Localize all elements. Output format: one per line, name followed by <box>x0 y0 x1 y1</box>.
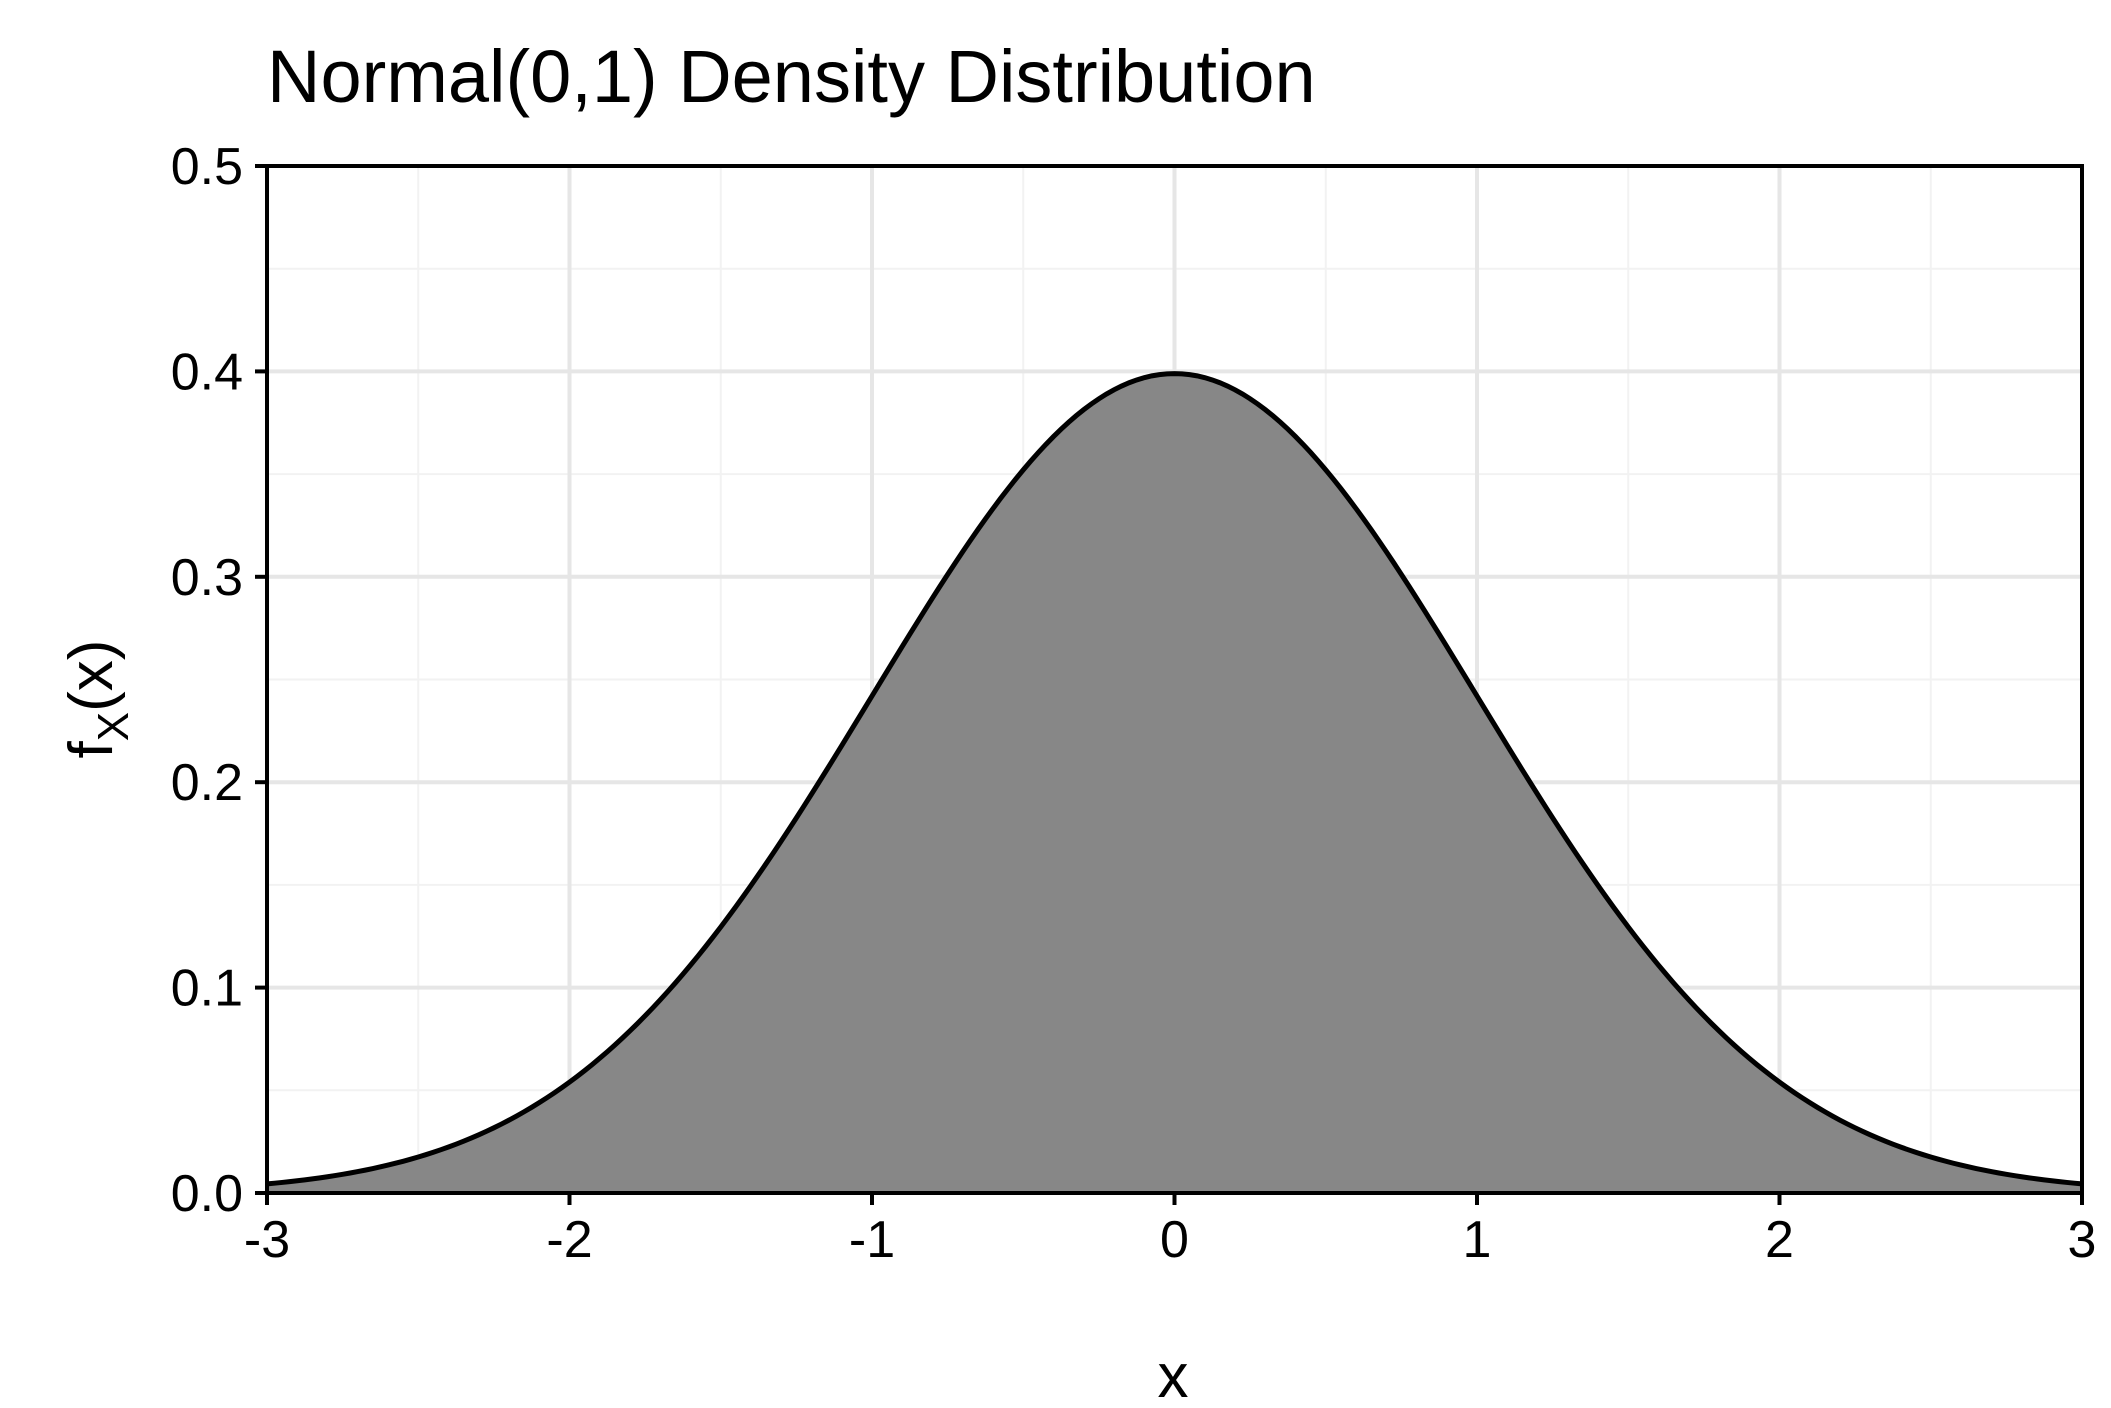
chart-title: Normal(0,1) Density Distribution <box>267 35 1316 118</box>
svg-text:fX(x): fX(x) <box>57 640 138 759</box>
y-tick-label: 0.5 <box>171 138 243 196</box>
density-curve <box>266 371 2083 1187</box>
y-tick-label: 0.2 <box>171 754 243 812</box>
x-tick-label: 3 <box>2068 1211 2097 1269</box>
y-tick-label: 0.4 <box>171 343 243 401</box>
x-tick-label: -2 <box>546 1211 592 1269</box>
y-axis-title-main: f <box>57 740 126 758</box>
y-tick-label: 0.3 <box>171 549 243 607</box>
y-axis-title-subscript: X <box>89 712 138 741</box>
x-tick-label: -1 <box>849 1211 895 1269</box>
x-axis-title: x <box>1158 1342 1189 1408</box>
density-area <box>267 373 2082 1193</box>
y-axis-title-suffix: (x) <box>57 640 126 712</box>
x-tick-label: 1 <box>1463 1211 1492 1269</box>
x-tick-label: -3 <box>244 1211 290 1269</box>
y-tick-label: 0.1 <box>171 960 243 1018</box>
y-tick-label: 0.0 <box>171 1165 243 1223</box>
density-series <box>266 371 2083 1193</box>
x-tick-label: 0 <box>1160 1211 1189 1269</box>
x-tick-label: 2 <box>1765 1211 1794 1269</box>
y-axis-title: fX(x) <box>57 640 138 759</box>
axes: -3 -2 -1 0 1 2 3 0.0 0.1 0.2 0.3 0.4 0.5 <box>171 138 2097 1269</box>
